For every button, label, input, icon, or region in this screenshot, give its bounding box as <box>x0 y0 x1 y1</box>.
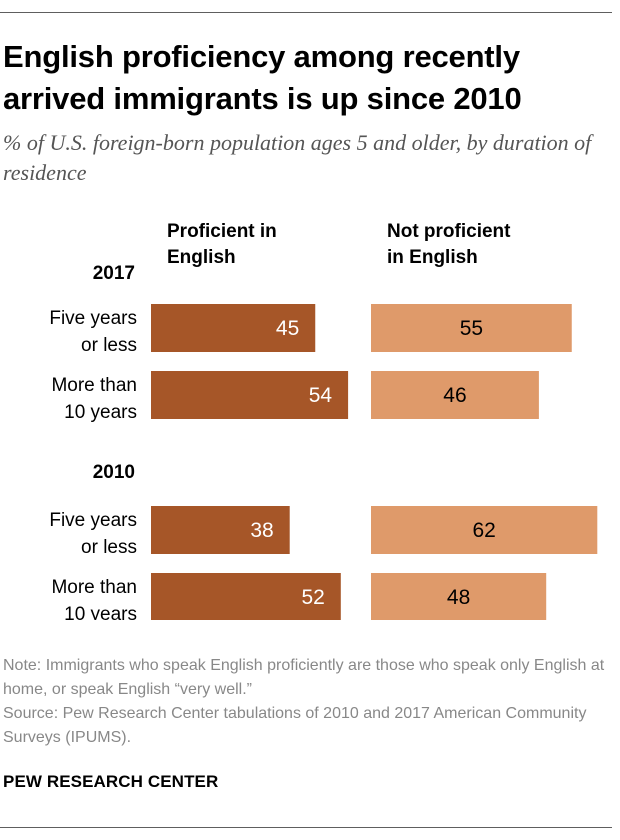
data-label: 38 <box>250 519 273 542</box>
data-label: 46 <box>443 384 466 407</box>
bar-proficient <box>151 371 349 419</box>
bottom-rule <box>0 827 612 828</box>
source-text: Source: Pew Research Center tabulations … <box>3 705 587 746</box>
legend-label: in English <box>387 247 478 268</box>
bar-proficient <box>151 573 341 620</box>
top-rule <box>0 12 612 13</box>
category-label: Five years <box>49 510 137 531</box>
category-label: More than <box>51 375 137 396</box>
category-label: or less <box>81 537 137 558</box>
group-year-label: 2017 <box>93 263 135 284</box>
legend-label: English <box>167 247 236 268</box>
category-label: or less <box>81 335 137 356</box>
chart-title: English proficiency among recently arriv… <box>3 39 522 116</box>
note-text: Note: Immigrants who speak English profi… <box>3 657 605 698</box>
brand-logo-text: PEW RESEARCH CENTER <box>3 772 219 791</box>
notes: Note: Immigrants who speak English profi… <box>3 654 608 750</box>
bar-not-proficient <box>371 371 539 419</box>
bar-proficient <box>151 506 290 554</box>
bar-not-proficient <box>371 506 598 554</box>
group-year-label: 2010 <box>93 462 135 483</box>
data-label: 45 <box>276 317 299 340</box>
legend-label: Not proficient <box>387 221 511 242</box>
legend-label: Proficient in <box>167 221 277 242</box>
bar-not-proficient <box>371 573 547 620</box>
chart-subtitle: % of U.S. foreign-born population ages 5… <box>3 130 592 185</box>
category-label: More than <box>51 577 137 598</box>
data-label: 62 <box>472 519 495 542</box>
bar-not-proficient <box>371 304 572 352</box>
data-label: 48 <box>447 586 470 609</box>
bar-chart: Proficient in English Not proficient in Eng… <box>49 221 598 620</box>
category-label: Five years <box>49 308 137 329</box>
data-label: 55 <box>460 317 483 340</box>
data-label: 52 <box>301 586 324 609</box>
category-label: 10 years <box>64 604 137 620</box>
data-label: 54 <box>309 384 333 407</box>
category-label: 10 years <box>64 402 137 423</box>
bar-proficient <box>151 304 316 352</box>
